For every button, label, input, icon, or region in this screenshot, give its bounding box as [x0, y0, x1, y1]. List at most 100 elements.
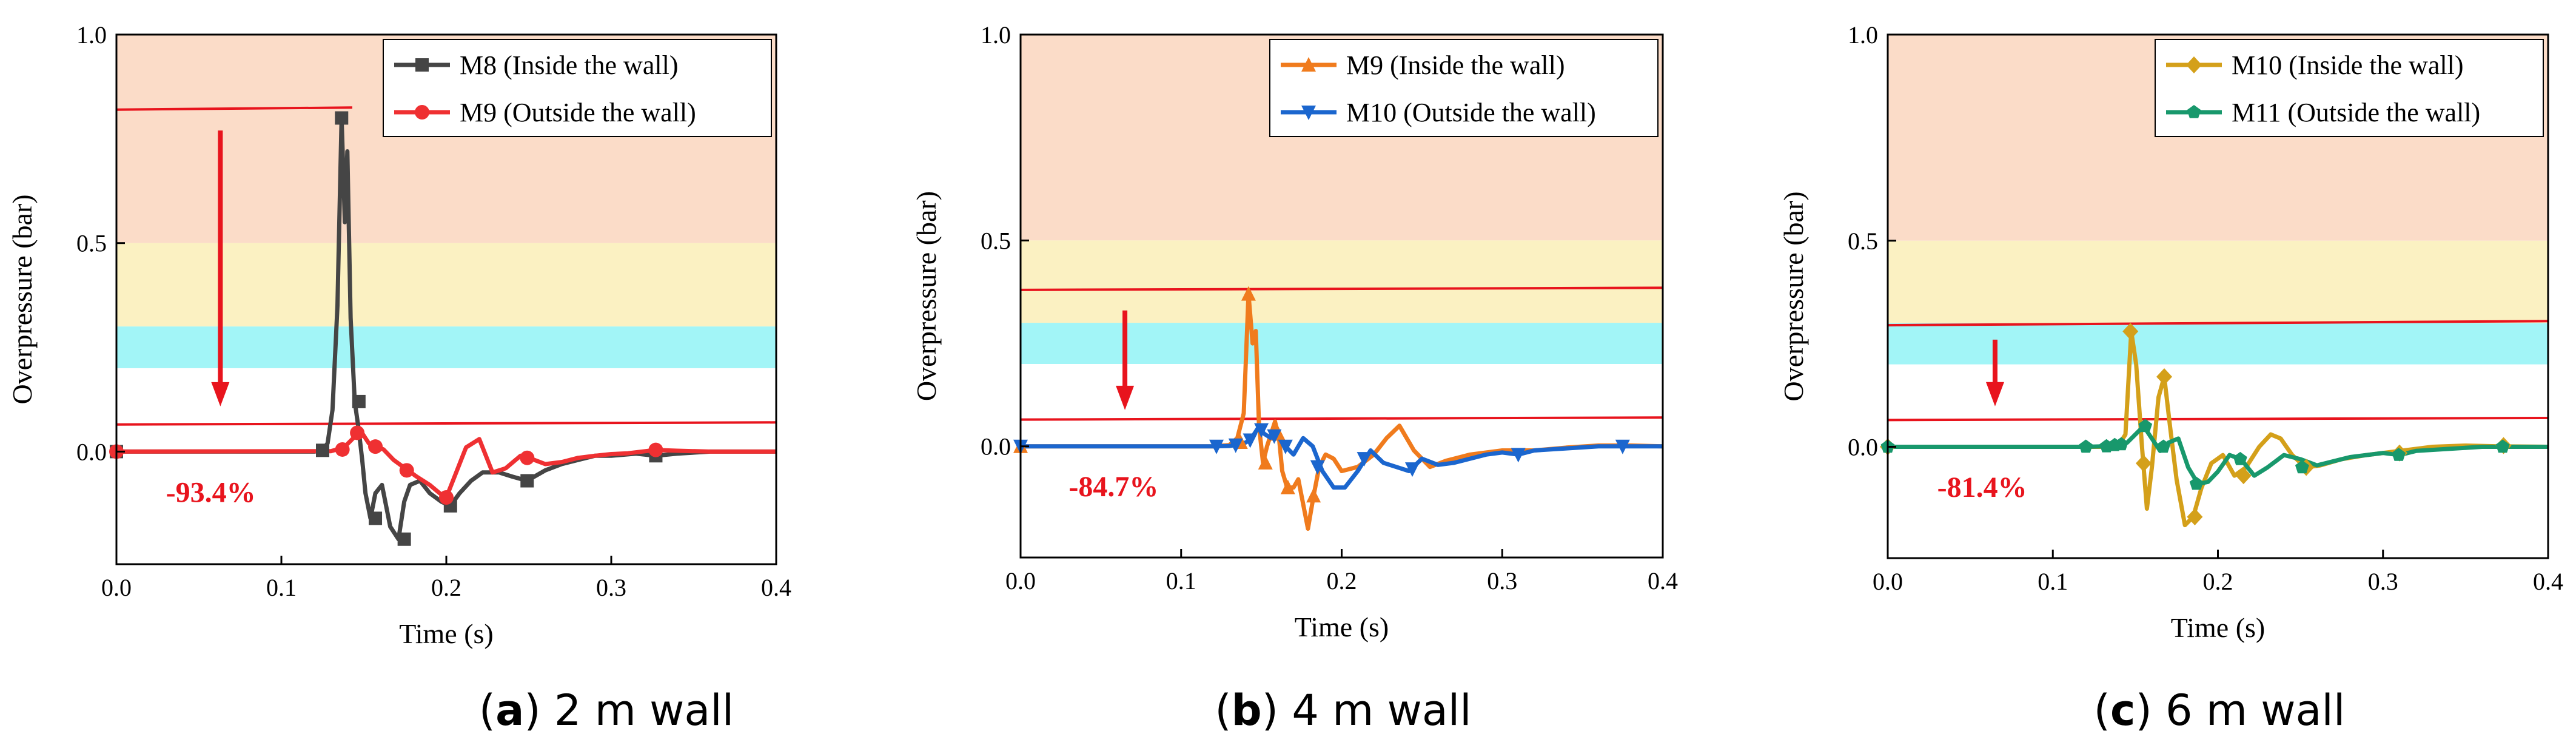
data-point — [2156, 368, 2173, 386]
caption-letter: a — [495, 686, 524, 735]
data-point — [352, 394, 366, 408]
reduction-arrow-head — [211, 382, 230, 406]
data-point — [1241, 286, 1256, 301]
caption-text: ) 2 m wall — [524, 686, 734, 735]
x-tick-label: 0.4 — [761, 574, 791, 601]
data-point — [1310, 460, 1325, 475]
data-point — [1357, 452, 1372, 467]
x-tick-label: 0.3 — [2368, 568, 2398, 595]
hazard-band-1 — [1888, 240, 2548, 323]
legend-entry-label: M10 (Outside the wall) — [1346, 98, 1596, 127]
data-point — [2156, 439, 2171, 453]
reduction-label: -84.7% — [1068, 471, 1158, 503]
data-point — [1228, 438, 1243, 453]
x-tick-label: 0.2 — [1327, 567, 1357, 595]
data-point — [399, 463, 414, 478]
legend-swatch-marker — [1301, 106, 1316, 120]
data-point — [2233, 451, 2247, 465]
data-point — [1209, 439, 1224, 454]
chart-panel-a: 0.0 0.1 0.2 0.3 0.4 0.0 0.5 1.0 Time (s) Overpres… — [7, 21, 791, 735]
data-point — [1243, 433, 1258, 448]
x-tick-label: 0.4 — [1648, 567, 1678, 595]
reduction-arrow-head — [1985, 382, 2004, 406]
data-point — [520, 474, 534, 488]
legend: M10 (Inside the wall) M11 (Outside the wa… — [2155, 39, 2544, 137]
data-point — [2114, 437, 2128, 451]
y-axis-title: Overpressure (bar) — [911, 191, 942, 401]
x-tick-label: 0.2 — [431, 574, 461, 601]
legend-swatch-marker — [1301, 57, 1316, 72]
y-tick-label: 0.5 — [76, 230, 107, 257]
reduction-label: -81.4% — [1937, 471, 2027, 504]
x-tick-label: 0.0 — [1873, 568, 1903, 595]
y-tick-label: 0.0 — [981, 433, 1011, 460]
y-tick-label: 1.0 — [981, 21, 1011, 49]
legend-swatch-marker — [2187, 105, 2201, 118]
data-point — [1254, 423, 1269, 438]
y-tick-label: 0.0 — [76, 438, 107, 465]
data-point — [2189, 476, 2204, 490]
data-point — [1306, 488, 1321, 503]
panel-caption: (c) 6 m wall — [2094, 686, 2346, 735]
x-tick-label: 0.0 — [1005, 567, 1036, 595]
hazard-band-2 — [1888, 323, 2548, 365]
caption-text: ) 4 m wall — [1262, 686, 1472, 735]
x-tick-label: 0.4 — [2533, 568, 2563, 595]
threshold-line-1 — [116, 421, 777, 426]
chart-panel-c: 0.0 0.1 0.2 0.3 0.4 0.0 0.5 1.0 Time (s) Overpres… — [1778, 21, 2563, 735]
panel-caption: (b) 4 m wall — [1215, 686, 1471, 735]
panel-caption: (a) 2 m wall — [479, 686, 734, 735]
y-axis-title: Overpressure (bar) — [1778, 191, 1809, 401]
data-point — [2295, 460, 2309, 474]
x-axis-title: Time (s) — [1295, 612, 1389, 642]
legend: M9 (Inside the wall) M10 (Outside the wal… — [1269, 39, 1659, 137]
data-point — [2495, 439, 2510, 453]
threshold-line-0 — [1020, 286, 1663, 291]
data-point — [2135, 454, 2152, 472]
caption-open-paren: ( — [1215, 686, 1231, 735]
reduction-arrow-head — [1116, 385, 1135, 410]
data-point — [1267, 429, 1282, 444]
legend-entry-label: M8 (Inside the wall) — [460, 50, 678, 80]
threshold-line-0 — [1887, 320, 2549, 327]
data-point — [1511, 448, 1526, 463]
legend-entry-label: M9 (Outside the wall) — [460, 98, 696, 127]
y-tick-label: 1.0 — [1848, 21, 1878, 49]
data-point — [1404, 462, 1420, 477]
x-axis-title: Time (s) — [399, 618, 494, 649]
y-tick-label: 0.5 — [1848, 227, 1878, 255]
y-tick-label: 1.0 — [76, 21, 107, 49]
data-point — [2079, 439, 2093, 453]
data-point — [1280, 479, 1295, 494]
threshold-line-1 — [1020, 416, 1663, 421]
x-tick-label: 0.2 — [2203, 568, 2233, 595]
data-point — [1258, 454, 1273, 470]
caption-text: ) 6 m wall — [2135, 686, 2345, 735]
data-point — [2187, 508, 2203, 526]
caption-letter: c — [2110, 686, 2136, 735]
hazard-band-1 — [116, 243, 776, 327]
legend: M8 (Inside the wall) M9 (Outside the wall… — [383, 39, 772, 137]
legend-box — [1269, 39, 1659, 137]
legend-entry-label: M11 (Outside the wall) — [2232, 98, 2480, 127]
legend-box — [2155, 39, 2544, 137]
chart-panel-b: 0.0 0.1 0.2 0.3 0.4 0.0 0.5 1.0 Time (s) Overpres… — [911, 21, 1678, 735]
series-line-0 — [1021, 292, 1663, 531]
hazard-band-2 — [1021, 323, 1663, 364]
y-tick-label: 0.5 — [981, 227, 1011, 254]
x-tick-label: 0.0 — [101, 574, 132, 601]
y-tick-label: 0.0 — [1848, 434, 1878, 461]
data-point — [2235, 467, 2252, 485]
legend-entry-label: M9 (Inside the wall) — [1346, 50, 1565, 80]
threshold-line-0 — [116, 106, 352, 111]
data-point — [1615, 439, 1630, 454]
data-point — [520, 450, 535, 465]
threshold-line-1 — [1887, 416, 2549, 422]
legend-swatch-marker — [415, 105, 429, 120]
data-point — [369, 511, 383, 525]
data-point — [368, 439, 383, 454]
data-point — [350, 425, 365, 440]
legend-box — [383, 39, 772, 137]
data-point — [439, 490, 454, 505]
